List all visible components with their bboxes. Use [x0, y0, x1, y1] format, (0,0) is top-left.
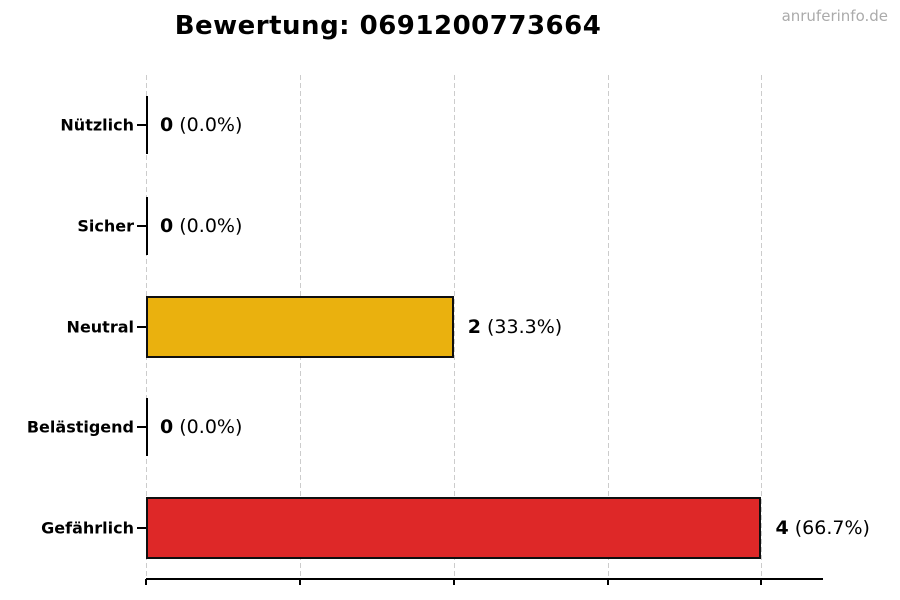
value-percent: (0.0%) — [173, 214, 243, 237]
value-percent: (33.3%) — [480, 315, 563, 338]
watermark-text: anruferinfo.de — [781, 7, 888, 25]
x-axis-tick — [145, 579, 147, 585]
value-label: 0 (0.0%) — [160, 114, 242, 136]
value-label: 4 (66.7%) — [775, 517, 869, 539]
x-gridline — [607, 75, 609, 578]
x-gridline — [453, 75, 455, 578]
chart-title: Bewertung: 0691200773664 — [174, 11, 602, 41]
y-axis-tick — [137, 426, 146, 429]
y-axis-tick — [137, 124, 146, 127]
bar — [146, 496, 762, 559]
category-label: Gefährlich — [41, 518, 134, 538]
category-label: Neutral — [66, 317, 134, 336]
value-percent: (0.0%) — [173, 114, 243, 137]
y-axis-tick — [137, 325, 146, 328]
bar — [146, 295, 454, 358]
value-percent: (0.0%) — [173, 416, 243, 439]
value-label: 2 (33.3%) — [468, 316, 562, 338]
value-count: 0 — [160, 416, 174, 439]
value-label: 0 (0.0%) — [160, 416, 242, 438]
value-label: 0 (0.0%) — [160, 215, 242, 237]
x-axis-tick — [760, 579, 763, 585]
category-label: Nützlich — [60, 115, 134, 135]
value-count: 2 — [467, 315, 481, 338]
x-axis-tick — [606, 579, 609, 585]
value-count: 4 — [775, 516, 789, 539]
bar-zero — [146, 96, 148, 155]
plot-area: 0 (0.0%) 0 (0.0%) 2 (33.3%) 0 (0.0%) 4 (66.7… — [146, 75, 870, 580]
x-axis-tick — [452, 579, 455, 585]
bar-zero — [146, 398, 148, 457]
value-percent: (66.7%) — [788, 516, 870, 539]
value-count: 0 — [160, 114, 174, 137]
x-gridline — [761, 75, 763, 578]
category-label: Belästigend — [26, 417, 134, 437]
x-axis-tick — [298, 579, 301, 585]
y-axis-tick — [137, 526, 146, 529]
value-count: 0 — [160, 214, 174, 237]
bar-zero — [146, 196, 148, 255]
y-axis-tick — [137, 224, 146, 227]
category-label: Sicher — [77, 216, 134, 236]
